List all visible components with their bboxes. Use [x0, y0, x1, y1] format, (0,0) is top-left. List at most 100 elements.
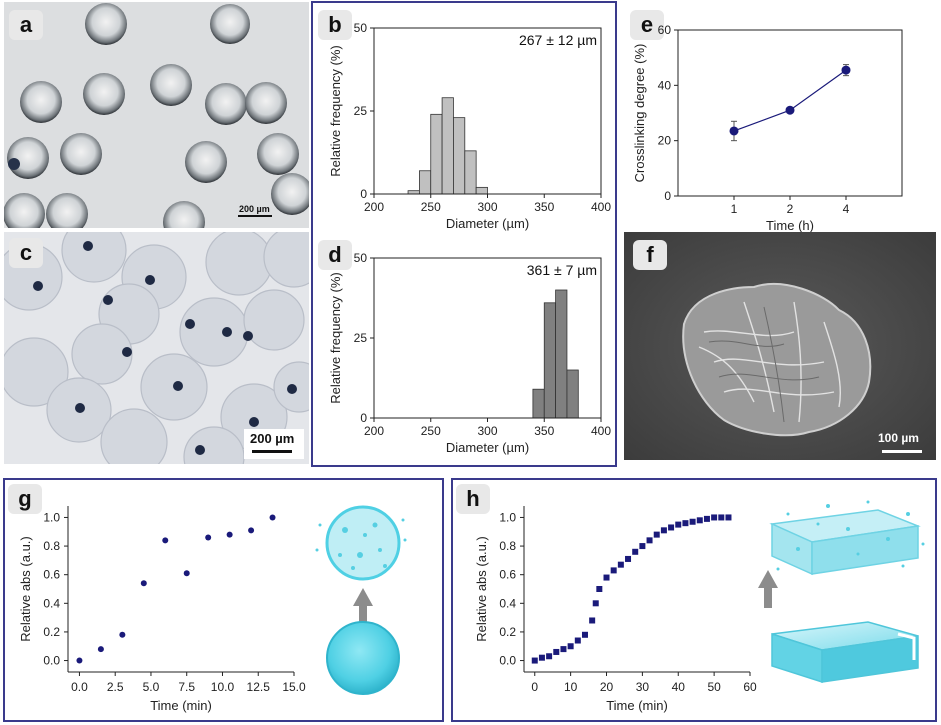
up-arrow-icon-h — [758, 570, 778, 608]
data-point — [610, 567, 617, 574]
scatter-chart-h: Time (min) Relative abs (a.u.) 0 10 20 30 40 50… — [474, 506, 757, 713]
y-tick-label: 0.0 — [499, 654, 516, 668]
y-axis-label: Relative abs (a.u.) — [474, 536, 489, 642]
x-tick-label: 350 — [534, 424, 554, 438]
x-tick-label: 10.0 — [211, 680, 235, 694]
data-point — [718, 514, 725, 521]
x-tick-label: 300 — [477, 200, 497, 214]
data-point — [162, 537, 169, 544]
y-tick-label: 0.8 — [499, 539, 516, 553]
intact-slab — [771, 621, 919, 684]
data-point — [567, 643, 574, 650]
x-tick-label: 0 — [531, 680, 538, 694]
scatter-chart-g: Time (min) Relative abs (a.u.) 0.0 2.5 5.0 7.… — [18, 506, 306, 713]
y-tick-label: 0.8 — [43, 539, 60, 553]
frame-h — [451, 478, 937, 722]
data-point — [538, 654, 545, 661]
data-point — [703, 515, 710, 522]
histogram-bar — [475, 186, 488, 195]
line-chart-e: Time (h) Crosslinking degree (%) 0 20 40 60 1 2… — [632, 23, 903, 233]
x-tick-label: 4 — [843, 202, 850, 216]
y-tick-label: 0 — [360, 187, 367, 201]
up-arrow-icon — [353, 588, 373, 626]
panel-label-c: c — [9, 238, 43, 268]
y-tick-label: 40 — [658, 78, 672, 92]
data-point — [546, 653, 553, 660]
data-point — [592, 600, 599, 607]
x-tick-label: 20 — [600, 680, 614, 694]
panel-label-b: b — [318, 10, 352, 40]
data-point — [269, 514, 276, 521]
y-tick-label: 0.4 — [43, 596, 60, 610]
y-axis-label: Relative frequency (%) — [328, 45, 343, 177]
data-point — [248, 527, 255, 534]
data-point — [729, 126, 739, 136]
x-tick-label: 1 — [731, 202, 738, 216]
panel-label-e: e — [630, 10, 664, 40]
stat-annotation: 267 ± 12 µm — [519, 32, 597, 48]
data-point — [632, 548, 639, 555]
micrograph-c — [4, 232, 309, 464]
data-point — [119, 631, 126, 638]
data-point — [589, 617, 596, 624]
data-point — [140, 580, 147, 587]
panel-label-f: f — [633, 240, 667, 270]
scale-bar-f — [882, 450, 922, 453]
x-tick-label: 40 — [672, 680, 686, 694]
y-tick-label: 0.6 — [43, 568, 60, 582]
data-point — [639, 543, 646, 550]
histogram-bar — [532, 388, 545, 419]
sem-particle — [624, 232, 936, 460]
data-point — [689, 518, 696, 525]
data-point — [646, 537, 653, 544]
histogram-bar — [430, 113, 443, 195]
x-axis-label: Time (min) — [606, 698, 668, 713]
x-tick-label: 300 — [477, 424, 497, 438]
data-point — [711, 514, 718, 521]
plot-frame — [373, 27, 602, 195]
histogram-bar — [566, 369, 579, 419]
scale-bar-label-f: 100 µm — [878, 431, 919, 445]
data-point — [574, 637, 581, 644]
sem-image-f — [624, 232, 936, 460]
series-line — [733, 69, 847, 132]
y-tick-label: 20 — [658, 134, 672, 148]
data-point — [581, 631, 588, 638]
data-point — [76, 657, 83, 664]
x-tick-label: 200 — [364, 200, 384, 214]
x-tick-label: 2 — [787, 202, 794, 216]
x-axis-label: Diameter (µm) — [446, 440, 529, 455]
histogram-bar — [419, 170, 432, 195]
histogram-bar — [453, 117, 466, 195]
histogram-bar — [555, 289, 568, 419]
data-point — [785, 105, 795, 115]
y-tick-label: 0 — [360, 411, 367, 425]
slab-illustration-h — [758, 500, 925, 684]
y-axis-label: Relative abs (a.u.) — [18, 536, 33, 642]
x-axis-label: Time (min) — [150, 698, 212, 713]
x-tick-label: 30 — [636, 680, 650, 694]
frame-g — [3, 478, 444, 722]
x-tick-label: 350 — [534, 200, 554, 214]
data-point — [603, 574, 610, 581]
histogram-bar — [543, 302, 557, 419]
x-tick-label: 250 — [421, 200, 441, 214]
data-point — [531, 657, 538, 664]
data-point — [617, 561, 624, 568]
x-tick-label: 12.5 — [247, 680, 271, 694]
y-tick-label: 0.0 — [43, 654, 60, 668]
histogram-bar — [441, 97, 454, 195]
y-tick-label: 60 — [658, 23, 672, 37]
data-point — [625, 555, 632, 562]
x-tick-label: 250 — [421, 424, 441, 438]
data-point — [653, 531, 660, 538]
panel-label-a: a — [9, 10, 43, 40]
dissolving-slab — [769, 500, 925, 576]
data-point — [725, 514, 732, 521]
intact-sphere — [326, 621, 400, 695]
dissolving-sphere — [325, 505, 401, 581]
data-point — [841, 65, 851, 75]
x-tick-label: 15.0 — [282, 680, 306, 694]
x-tick-label: 0.0 — [71, 680, 88, 694]
scale-bar-a — [238, 215, 272, 217]
